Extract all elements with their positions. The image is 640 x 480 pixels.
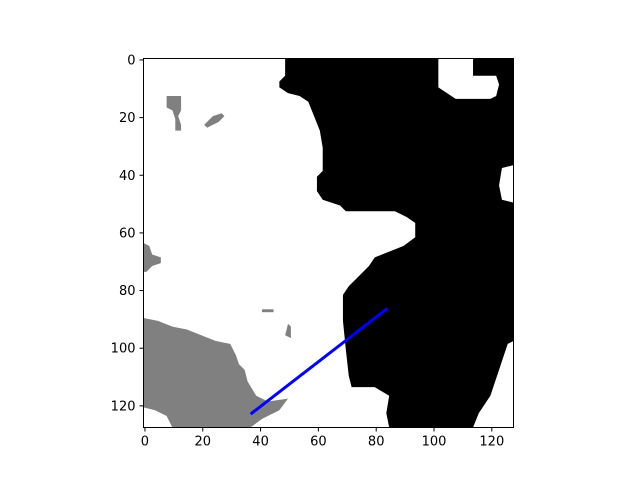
region-unknown-bottom-left [143,317,289,428]
x-tick-label: 40 [252,435,269,450]
x-tick-label: 0 [141,435,149,450]
x-tick-label: 100 [422,435,447,450]
y-axis: 0 20 40 60 80 100 120 [111,53,144,414]
region-unknown-left-strip [143,243,161,272]
region-unknown-blob-2 [204,113,225,128]
y-tick-label: 120 [111,399,136,414]
region-unknown-blob-1 [166,95,182,131]
x-axis: 0 20 40 60 80 100 120 [141,427,504,450]
y-tick-label: 60 [119,226,136,241]
x-tick-label: 20 [194,435,211,450]
y-tick-label: 40 [119,169,136,184]
y-tick-label: 100 [111,342,136,357]
x-tick-label: 80 [368,435,385,450]
x-tick-label: 120 [479,435,504,450]
y-tick-label: 0 [127,53,135,68]
region-obstacle-main [279,58,514,428]
region-unknown-blob-4 [262,309,274,313]
path-layer [249,307,389,416]
region-unknown-blob-3 [285,323,291,339]
plot-area [143,58,514,428]
region-free-top-right [438,58,500,99]
region-free-bottom-right [473,341,514,428]
y-tick-label: 80 [119,284,136,299]
region-free-right-mid [499,165,514,203]
plot-frame [143,58,514,428]
x-tick-label: 60 [310,435,327,450]
path-line-0 [249,307,389,416]
y-tick-label: 20 [119,111,136,126]
